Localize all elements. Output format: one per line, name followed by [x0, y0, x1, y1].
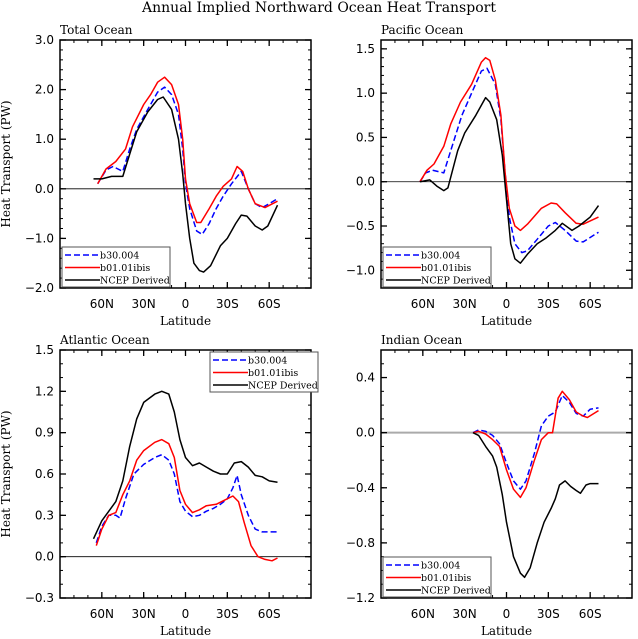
- legend-label: b01.01ibis: [100, 263, 150, 274]
- x-tick-label: 60S: [579, 607, 602, 621]
- y-tick-label: −0.3: [25, 591, 54, 605]
- series-line-b30-004: [95, 453, 278, 544]
- x-tick-label: 30S: [537, 607, 560, 621]
- series-line-b30-004: [472, 394, 599, 490]
- panel-indian-ocean: Indian Ocean 0.4 0.0 −0.4 −0.8 −1.2 60N 30N 0 30S…: [346, 333, 633, 638]
- x-tick-label: 60S: [258, 607, 281, 621]
- y-axis-label: Heat Transport (PW): [0, 410, 13, 537]
- panel-title: Atlantic Ocean: [59, 333, 150, 347]
- y-tick-label: 0.0: [356, 426, 375, 440]
- plot-frame: [380, 349, 633, 599]
- x-tick-label: 0: [182, 607, 190, 621]
- legend-label: b30.004: [421, 561, 460, 572]
- panel-pacific-ocean: Pacific Ocean 1.5 1.0 0.5 0.0 −0.5 −1.0 60N 30N 0…: [346, 23, 633, 328]
- y-tick-label: 0.3: [35, 508, 54, 522]
- x-axis-label: Latitude: [481, 624, 532, 638]
- x-tick-label: 0: [503, 297, 511, 311]
- y-tick-label: 0.5: [356, 130, 375, 144]
- y-tick-label: −2.0: [25, 281, 54, 295]
- y-tick-label: 1.5: [35, 343, 54, 357]
- y-tick-label: 1.2: [35, 384, 54, 398]
- legend-label: b01.01ibis: [421, 573, 471, 584]
- legend-label: NCEP Derived: [248, 381, 318, 392]
- x-tick-label: 30N: [453, 607, 477, 621]
- y-tick-label: 0.4: [356, 371, 375, 385]
- legend-label: b01.01ibis: [421, 263, 471, 274]
- y-tick-label: −0.4: [346, 481, 375, 495]
- series-line-ncep-derived: [92, 390, 278, 540]
- x-tick-label: 60S: [579, 297, 602, 311]
- y-tick-label: 3.0: [35, 33, 54, 47]
- y-tick-label: −1.0: [25, 231, 54, 245]
- x-tick-label: 60N: [411, 607, 435, 621]
- y-tick-label: 1.0: [35, 132, 54, 146]
- x-tick-label: 30N: [132, 607, 156, 621]
- y-tick-label: 0.0: [35, 550, 54, 564]
- y-tick-label: 0.6: [35, 467, 54, 481]
- plot-frame: [59, 349, 312, 599]
- y-tick-label: −0.8: [346, 536, 375, 550]
- series-line-b01-01ibis: [419, 56, 599, 232]
- panel-title: Pacific Ocean: [381, 23, 464, 37]
- x-tick-label: 60N: [90, 607, 114, 621]
- x-axis-label: Latitude: [481, 314, 532, 328]
- panel-title: Indian Ocean: [381, 333, 463, 347]
- plot-frame: [59, 39, 312, 289]
- panel-atlantic-ocean: Atlantic Ocean 1.5 1.2 0.9 0.6 0.3 0.0 −0.3 60N 3…: [0, 333, 319, 638]
- y-tick-label: 1.5: [356, 42, 375, 56]
- x-tick-label: 0: [182, 297, 190, 311]
- legend-label: b01.01ibis: [248, 368, 298, 379]
- x-axis-label: Latitude: [160, 314, 211, 328]
- y-tick-label: 0.9: [35, 426, 54, 440]
- panel-total-ocean: Total Ocean 3.0 2.0 1.0 0.0 −1.0 −2.0 60N 30N 0 30…: [0, 23, 312, 328]
- y-tick-label: 0.0: [356, 175, 375, 189]
- legend-label: b30.004: [421, 251, 460, 262]
- x-tick-label: 30S: [537, 297, 560, 311]
- series-line-ncep-derived: [93, 96, 279, 273]
- x-tick-label: 30N: [132, 297, 156, 311]
- legend-label: NCEP Derived: [100, 276, 170, 287]
- y-tick-label: −1.0: [346, 263, 375, 277]
- y-tick-label: −0.5: [346, 219, 375, 233]
- x-tick-label: 30S: [216, 607, 239, 621]
- series-line-b01-01ibis: [472, 390, 599, 499]
- y-axis-label: Heat Transport (PW): [0, 100, 13, 227]
- x-tick-label: 60S: [258, 297, 281, 311]
- series-line-b01-01ibis: [97, 76, 278, 224]
- figure-title: Annual Implied Northward Ocean Heat Tran…: [141, 0, 496, 16]
- plot-frame: [380, 39, 633, 289]
- y-tick-label: 0.0: [35, 182, 54, 196]
- y-tick-label: 2.0: [35, 83, 54, 97]
- legend-label: b30.004: [100, 251, 139, 262]
- panel-title: Total Ocean: [60, 23, 133, 37]
- x-tick-label: 60N: [90, 297, 114, 311]
- y-tick-label: −1.2: [346, 591, 375, 605]
- x-axis-label: Latitude: [160, 624, 211, 638]
- x-tick-label: 60N: [411, 297, 435, 311]
- x-tick-label: 30S: [216, 297, 239, 311]
- series-line-b30-004: [97, 86, 278, 236]
- series-line-b01-01ibis: [95, 438, 278, 562]
- x-tick-label: 30N: [453, 297, 477, 311]
- y-tick-label: 1.0: [356, 86, 375, 100]
- legend-label: NCEP Derived: [421, 276, 491, 287]
- legend-label: NCEP Derived: [421, 586, 491, 597]
- series-line-ncep-derived: [472, 432, 599, 579]
- x-tick-label: 0: [503, 607, 511, 621]
- legend-label: b30.004: [248, 356, 287, 367]
- series-line-ncep-derived: [419, 96, 600, 264]
